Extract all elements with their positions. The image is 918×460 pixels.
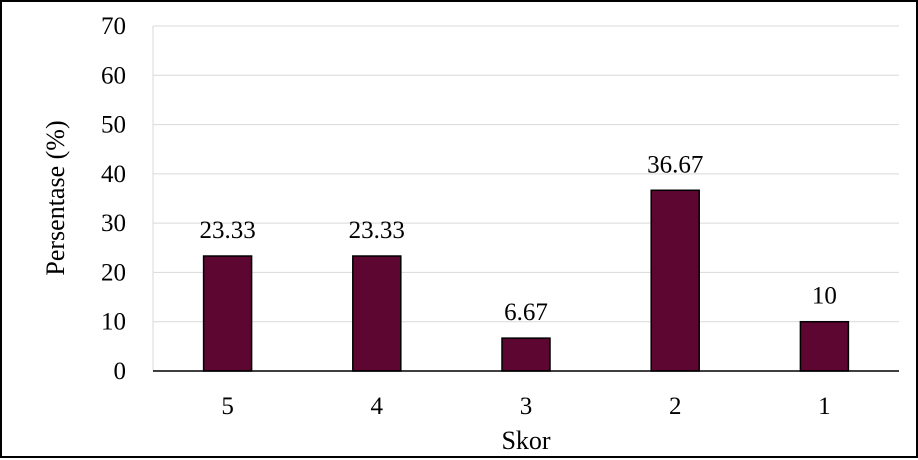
bars bbox=[202, 189, 850, 372]
bar-4 bbox=[352, 255, 402, 372]
bar-2 bbox=[650, 189, 700, 372]
y-tick-label: 40 bbox=[101, 161, 126, 188]
x-tick-label: 3 bbox=[520, 393, 533, 420]
bar-5 bbox=[202, 255, 253, 372]
data-label: 23.33 bbox=[199, 217, 255, 244]
y-tick-label: 0 bbox=[114, 358, 127, 385]
y-tick-label: 70 bbox=[101, 13, 126, 40]
y-axis-title: Persentase (%) bbox=[41, 120, 70, 275]
bar-3 bbox=[501, 337, 551, 372]
axes bbox=[152, 26, 899, 372]
labels: 0 10 20 30 40 50 60 70 23.33 5 23.33 4 6.67 3 36.67 2 10… bbox=[101, 13, 837, 420]
data-label: 36.67 bbox=[647, 151, 703, 178]
data-label: 23.33 bbox=[349, 217, 405, 244]
y-tick-label: 60 bbox=[101, 62, 126, 89]
y-tick-label: 10 bbox=[101, 309, 126, 336]
x-tick-label: 4 bbox=[371, 393, 384, 420]
x-axis-title: Skor bbox=[501, 426, 550, 455]
x-tick-label: 5 bbox=[221, 393, 234, 420]
y-tick-label: 30 bbox=[101, 210, 126, 237]
x-tick-label: 2 bbox=[669, 393, 682, 420]
gridlines bbox=[153, 25, 899, 323]
y-tick-label: 50 bbox=[101, 112, 126, 139]
data-label: 10 bbox=[812, 283, 837, 310]
y-tick-label: 20 bbox=[101, 259, 126, 286]
data-label: 6.67 bbox=[504, 299, 548, 326]
x-tick-label: 1 bbox=[818, 393, 831, 420]
bar-1 bbox=[799, 320, 850, 372]
